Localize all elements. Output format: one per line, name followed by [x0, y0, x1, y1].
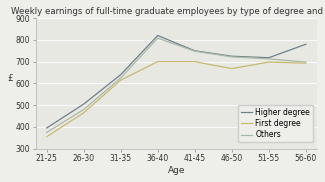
First degree: [304, 62, 308, 64]
Line: Others: Others: [47, 38, 306, 132]
First degree: [267, 61, 271, 63]
Higher degree: [304, 43, 308, 45]
First degree: [193, 61, 197, 63]
Line: Higher degree: Higher degree: [47, 35, 306, 128]
Others: [267, 58, 271, 60]
Higher degree: [82, 103, 85, 105]
Others: [230, 56, 234, 58]
X-axis label: Age: Age: [167, 166, 185, 175]
Line: First degree: First degree: [47, 62, 306, 137]
First degree: [119, 79, 123, 81]
Higher degree: [193, 50, 197, 52]
First degree: [230, 68, 234, 70]
Legend: Higher degree, First degree, Others: Higher degree, First degree, Others: [238, 105, 313, 142]
Y-axis label: £: £: [7, 74, 13, 83]
Others: [45, 131, 49, 133]
Title: Weekly earnings of full-time graduate employees by type of degree and age: Weekly earnings of full-time graduate em…: [11, 7, 325, 16]
First degree: [45, 136, 49, 138]
Higher degree: [45, 127, 49, 129]
Higher degree: [119, 74, 123, 76]
Higher degree: [267, 57, 271, 59]
Higher degree: [230, 55, 234, 57]
Others: [82, 108, 85, 111]
Others: [193, 50, 197, 52]
First degree: [156, 61, 160, 63]
Higher degree: [156, 34, 160, 37]
Others: [119, 77, 123, 79]
Others: [304, 61, 308, 63]
Others: [156, 37, 160, 39]
First degree: [82, 112, 85, 114]
